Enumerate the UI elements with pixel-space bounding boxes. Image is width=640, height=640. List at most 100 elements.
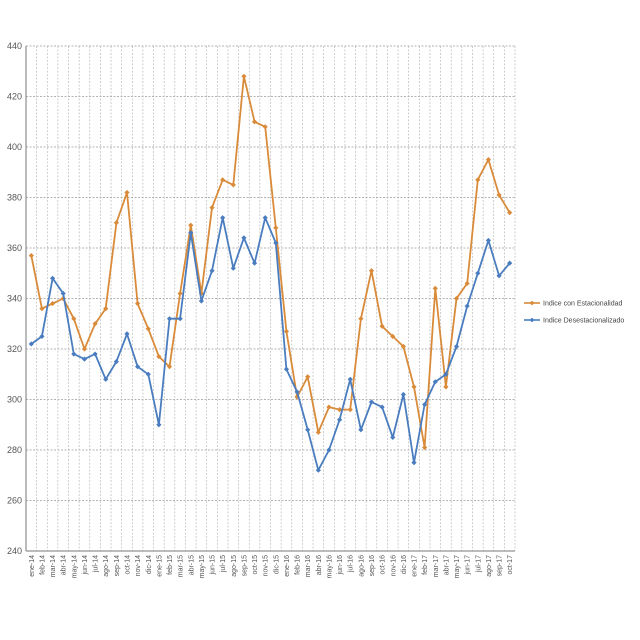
x-tick-label: abr-15 (188, 555, 195, 575)
legend: Indice con Estacionalidad Indice Desestac… (524, 301, 624, 325)
x-tick-label: abr-17 (443, 555, 450, 575)
data-point (336, 407, 343, 413)
data-point (177, 290, 183, 297)
x-tick-label: ago-14 (103, 555, 110, 577)
x-tick-label: jun-16 (337, 555, 344, 576)
data-point (28, 252, 34, 259)
x-tick-label: feb-15 (167, 555, 174, 575)
x-tick-label: sep-14 (114, 555, 121, 577)
data-point (166, 364, 173, 370)
data-point (496, 192, 502, 198)
data-point (60, 290, 66, 297)
data-point (368, 268, 375, 274)
data-point (251, 119, 258, 125)
data-point (485, 237, 492, 244)
data-point (453, 343, 460, 350)
data-point (156, 422, 162, 428)
y-tick-label: 340 (7, 294, 22, 304)
data-point (305, 427, 311, 433)
data-point (464, 303, 470, 309)
data-point (379, 323, 385, 329)
x-tick-label: ene-17 (412, 555, 419, 577)
data-point (28, 341, 34, 347)
y-tick-label: 380 (7, 193, 22, 203)
data-point (241, 235, 247, 241)
legend-label: Indice con Estacionalidad (543, 301, 622, 308)
data-point (230, 182, 236, 188)
x-tick-label: sep-16 (369, 555, 376, 577)
data-point (81, 356, 88, 362)
data-point (103, 376, 109, 382)
data-point (336, 417, 343, 423)
legend-swatch-marker (529, 317, 535, 323)
data-point (188, 230, 194, 236)
data-point (422, 401, 428, 408)
x-tick-label: sep-17 (497, 555, 504, 577)
legend-swatch-marker (529, 300, 535, 306)
data-point (145, 326, 151, 332)
data-point (273, 240, 279, 246)
data-point (145, 371, 151, 377)
y-tick-label: 360 (7, 243, 22, 253)
data-point (432, 379, 438, 385)
x-tick-label: sep-15 (241, 555, 248, 577)
y-tick-label: 240 (7, 546, 22, 556)
data-point (305, 374, 311, 380)
y-tick-label: 400 (7, 142, 22, 152)
y-tick-label: 300 (7, 395, 22, 405)
data-point (496, 273, 502, 279)
series-1 (28, 73, 513, 451)
x-tick-label: jun-15 (210, 555, 217, 576)
data-point (368, 399, 375, 405)
data-point (230, 265, 236, 271)
x-tick-label: oct-16 (380, 555, 387, 575)
series-2 (28, 215, 513, 473)
data-point (294, 389, 300, 395)
x-tick-label: oct-17 (507, 555, 514, 575)
data-point (315, 467, 321, 473)
series-line (30, 75, 511, 449)
legend-entry: Indice Desestacionalizado (524, 318, 624, 325)
x-tick-label: jul-15 (220, 555, 227, 573)
data-point (188, 222, 194, 228)
x-tick-label: ago-15 (231, 555, 238, 577)
x-tick-label: nov-16 (390, 555, 397, 577)
data-point (241, 73, 247, 79)
data-point (220, 177, 226, 183)
x-tick-label: nov-15 (263, 555, 270, 577)
x-tick-label: feb-16 (295, 555, 302, 575)
x-tick-label: mar-17 (433, 555, 440, 577)
data-point (273, 225, 279, 231)
x-tick-label: dic-16 (401, 555, 408, 574)
data-point (432, 285, 438, 291)
data-point (49, 300, 56, 307)
data-point (326, 447, 332, 453)
data-point (400, 391, 406, 398)
data-point (177, 316, 183, 322)
x-tick-label: ene-15 (156, 555, 163, 577)
data-point (209, 268, 215, 274)
data-point (390, 434, 396, 440)
x-tick-label: may-17 (454, 555, 461, 578)
y-tick-label: 260 (7, 496, 22, 506)
x-tick-label: jun-14 (82, 555, 89, 576)
data-point (358, 427, 364, 433)
x-tick-label: may-16 (326, 555, 333, 578)
data-point (411, 384, 417, 390)
data-point (39, 306, 45, 312)
x-tick-label: jun-17 (465, 555, 472, 576)
data-point (507, 260, 513, 266)
data-point (422, 444, 428, 451)
data-point (379, 404, 385, 410)
x-tick-label: dic-15 (273, 555, 280, 574)
data-point (198, 298, 205, 304)
x-tick-label: may-14 (71, 555, 78, 578)
data-point (475, 177, 481, 183)
data-point (71, 316, 77, 322)
data-point (411, 460, 417, 466)
data-point (135, 300, 141, 307)
data-point (390, 333, 396, 339)
x-tick-label: feb-17 (422, 555, 429, 575)
x-tick-label: feb-14 (39, 555, 46, 575)
